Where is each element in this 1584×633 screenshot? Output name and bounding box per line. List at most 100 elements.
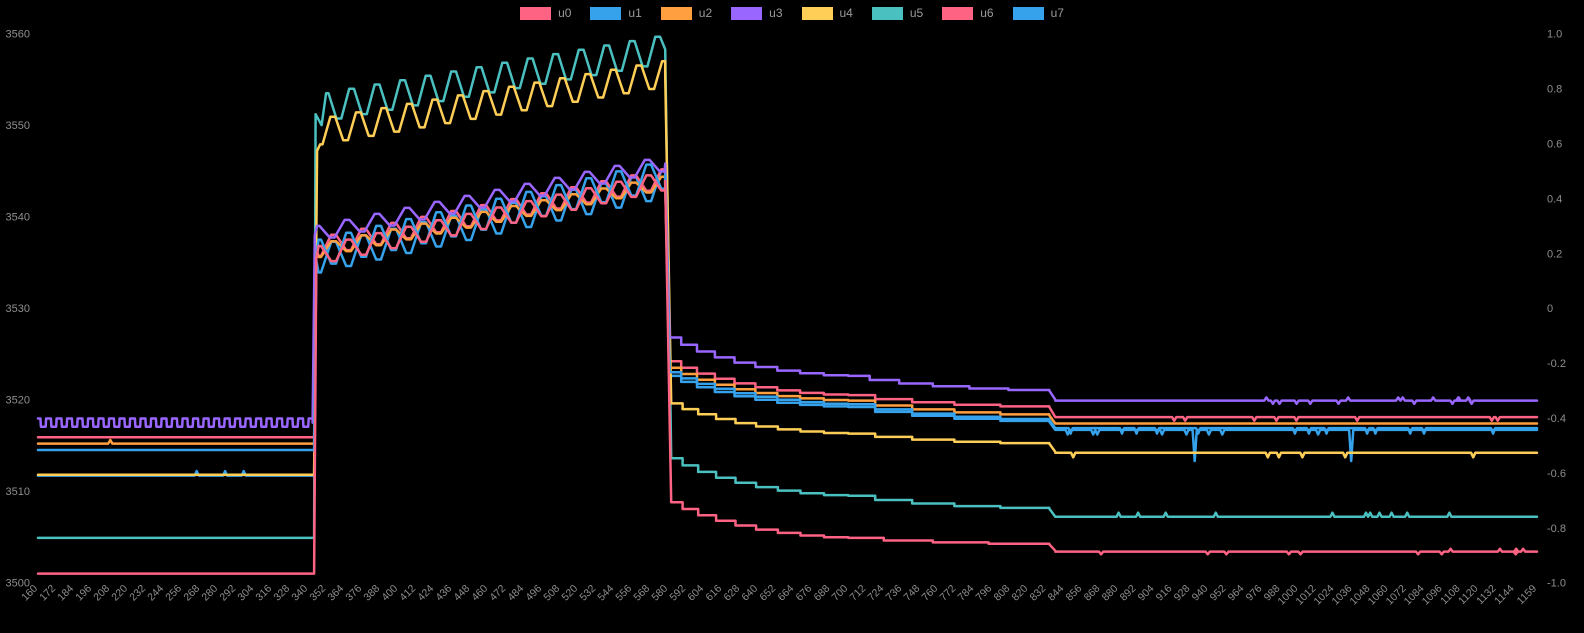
legend-swatch bbox=[590, 6, 622, 20]
legend-swatch bbox=[942, 6, 974, 20]
y-left-tick-label: 3560 bbox=[6, 29, 30, 41]
x-tick-label: 760 bbox=[920, 583, 941, 604]
x-tick-label: 640 bbox=[739, 583, 760, 604]
x-tick-label: 784 bbox=[956, 583, 977, 604]
y-left-tick-label: 3550 bbox=[6, 120, 30, 132]
x-tick-label: 232 bbox=[127, 583, 148, 604]
y-left-tick-label: 3540 bbox=[6, 212, 30, 224]
legend-item-u5[interactable]: u5 bbox=[871, 6, 924, 20]
y-left-tick-label: 3520 bbox=[6, 395, 30, 407]
x-tick-label: 268 bbox=[181, 583, 202, 604]
x-tick-label: 976 bbox=[1244, 583, 1265, 604]
x-tick-label: 820 bbox=[1010, 583, 1031, 604]
legend-swatch bbox=[731, 6, 763, 20]
x-tick-label: 940 bbox=[1190, 583, 1211, 604]
x-tick-label: 1144 bbox=[1492, 583, 1517, 608]
y-left-tick-label: 3530 bbox=[6, 303, 30, 315]
x-tick-label: 376 bbox=[343, 583, 364, 604]
y-right-tick-label: 0.8 bbox=[1547, 84, 1562, 96]
x-tick-label: 964 bbox=[1226, 583, 1247, 604]
y-left-tick-label: 3500 bbox=[6, 578, 30, 590]
x-tick-label: 1159 bbox=[1515, 583, 1540, 608]
legend-item-u6[interactable]: u6 bbox=[942, 6, 994, 20]
y-right-tick-label: -0.6 bbox=[1547, 468, 1566, 480]
series-line-u1 bbox=[36, 163, 1539, 452]
legend-item-u3[interactable]: u3 bbox=[731, 6, 783, 20]
legend-label: u1 bbox=[628, 6, 642, 20]
x-tick-label: 796 bbox=[974, 583, 995, 604]
legend-label: u2 bbox=[698, 6, 713, 20]
legend-swatch bbox=[871, 6, 903, 20]
x-tick-label: 172 bbox=[37, 583, 58, 604]
x-tick-label: 568 bbox=[631, 583, 652, 604]
x-tick-label: 664 bbox=[776, 583, 797, 604]
x-tick-label: 748 bbox=[902, 583, 923, 604]
x-tick-label: 472 bbox=[487, 583, 508, 604]
x-tick-label: 868 bbox=[1082, 583, 1103, 604]
x-tick-label: 388 bbox=[361, 583, 382, 604]
x-tick-label: 652 bbox=[757, 583, 778, 604]
legend-label: u5 bbox=[909, 6, 924, 20]
x-tick-label: 580 bbox=[649, 583, 670, 604]
x-tick-label: 460 bbox=[469, 583, 490, 604]
series-line-u3 bbox=[36, 158, 1539, 428]
x-tick-label: 520 bbox=[559, 583, 580, 604]
legend-item-u2[interactable]: u2 bbox=[660, 6, 713, 20]
x-tick-label: 724 bbox=[866, 583, 887, 604]
y-right-tick-label: -0.4 bbox=[1547, 413, 1566, 425]
x-tick-label: 184 bbox=[55, 583, 76, 604]
x-tick-label: 196 bbox=[73, 583, 94, 604]
x-tick-label: 880 bbox=[1100, 583, 1121, 604]
x-tick-label: 904 bbox=[1136, 583, 1157, 604]
legend-item-u0[interactable]: u0 bbox=[520, 6, 571, 20]
x-tick-label: 844 bbox=[1046, 583, 1067, 604]
x-tick-label: 436 bbox=[433, 583, 454, 604]
x-tick-label: 412 bbox=[397, 583, 418, 604]
x-tick-label: 676 bbox=[794, 583, 815, 604]
legend-item-u7[interactable]: u7 bbox=[1012, 6, 1064, 20]
legend-swatch bbox=[660, 6, 692, 20]
x-tick-label: 736 bbox=[884, 583, 905, 604]
x-tick-label: 592 bbox=[667, 583, 688, 604]
y-right-tick-label: 0.2 bbox=[1547, 248, 1562, 260]
x-tick-label: 616 bbox=[703, 583, 724, 604]
legend-swatch bbox=[520, 6, 552, 20]
series-line-u0 bbox=[36, 174, 1539, 575]
x-tick-label: 916 bbox=[1154, 583, 1175, 604]
legend-label: u4 bbox=[839, 6, 853, 20]
y-right-tick-label: -0.8 bbox=[1547, 523, 1566, 535]
legend-label: u3 bbox=[769, 6, 783, 20]
y-right-tick-label: -0.2 bbox=[1547, 358, 1566, 370]
y-right-tick-label: 0.6 bbox=[1547, 139, 1562, 151]
y-right-tick-label: 0.4 bbox=[1547, 193, 1562, 205]
x-tick-label: 772 bbox=[938, 583, 959, 604]
series-line-u2 bbox=[36, 175, 1539, 445]
legend-item-u1[interactable]: u1 bbox=[590, 6, 642, 20]
x-tick-label: 832 bbox=[1028, 583, 1049, 604]
x-tick-label: 928 bbox=[1172, 583, 1193, 604]
x-tick-label: 544 bbox=[595, 583, 616, 604]
legend-label: u7 bbox=[1050, 6, 1064, 20]
x-tick-label: 328 bbox=[271, 583, 292, 604]
x-tick-label: 304 bbox=[235, 583, 256, 604]
legend-label: u0 bbox=[558, 6, 572, 20]
x-tick-label: 448 bbox=[451, 583, 472, 604]
x-tick-label: 532 bbox=[577, 583, 598, 604]
x-tick-label: 628 bbox=[721, 583, 742, 604]
chart-legend: u0 u1 u2 u3 u4 u5 u6 u7 bbox=[0, 6, 1584, 20]
x-tick-label: 952 bbox=[1208, 583, 1229, 604]
legend-label: u6 bbox=[980, 6, 994, 20]
legend-swatch bbox=[1012, 6, 1044, 20]
x-tick-label: 496 bbox=[523, 583, 544, 604]
x-tick-label: 280 bbox=[199, 583, 220, 604]
legend-item-u4[interactable]: u4 bbox=[801, 6, 853, 20]
x-tick-label: 508 bbox=[541, 583, 562, 604]
x-tick-label: 352 bbox=[307, 583, 328, 604]
x-tick-label: 712 bbox=[848, 583, 869, 604]
x-tick-label: 256 bbox=[163, 583, 184, 604]
x-tick-label: 364 bbox=[325, 583, 346, 604]
x-tick-label: 892 bbox=[1118, 583, 1139, 604]
x-tick-label: 856 bbox=[1064, 583, 1085, 604]
